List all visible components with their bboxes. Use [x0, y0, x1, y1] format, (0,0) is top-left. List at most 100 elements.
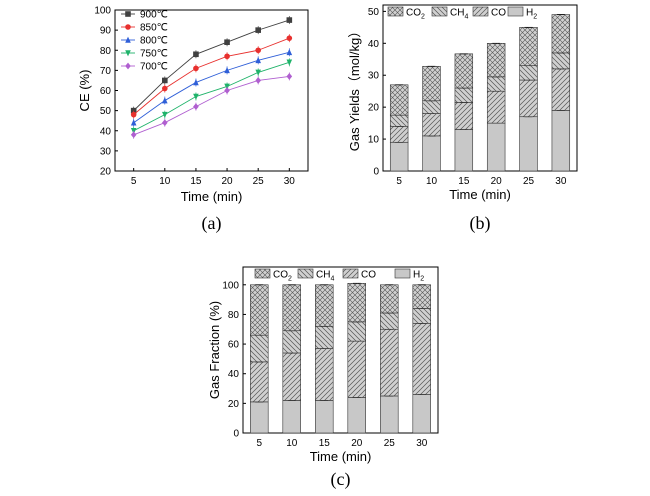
chart-a-ytick-label: 80: [100, 46, 112, 57]
chart-a-ytick-label: 90: [100, 26, 112, 37]
chart-b-xtick-label: 10: [426, 176, 438, 187]
chart-a-point: [286, 48, 293, 56]
chart-b-legend-swatch: [472, 6, 489, 17]
chart-a-series-line: [133, 75, 290, 136]
chart-c-bar-segment: [282, 352, 301, 401]
chart-c-bar-segment: [380, 312, 399, 330]
chart-c-bar-segment: [412, 308, 431, 324]
chart-a-point: [162, 111, 168, 119]
chart-b-legend-label-sub: 4: [464, 14, 468, 21]
chart-c-bar-segment: [250, 361, 269, 403]
chart-c-legend-label-main: CO: [273, 270, 288, 281]
chart-c-legend-swatch: [394, 268, 411, 279]
chart-c-legend-swatch: [297, 268, 314, 279]
chart-a-legend-label: 750℃: [140, 49, 168, 60]
chart-c-ytick-label: 20: [228, 399, 240, 410]
chart-c-bar-segment: [347, 321, 366, 342]
chart-a-point: [286, 17, 293, 23]
chart-a-xtick-label: 30: [284, 176, 296, 187]
chart-a-xtick-label: 10: [159, 176, 171, 187]
chart-a-ytick-label: 30: [100, 146, 112, 157]
chart-a-ytick-label: 100: [94, 6, 111, 17]
chart-b-frame: [382, 4, 578, 172]
chart-c-legend-label: CO2: [273, 270, 292, 283]
chart-a-point: [286, 59, 293, 66]
chart-b-ytick-label: 40: [368, 39, 380, 50]
chart-c-bar-segment: [315, 348, 334, 401]
chart-c-legend-swatch: [342, 268, 359, 279]
chart-a-legend-label: 800℃: [140, 36, 168, 47]
chart-c-bar-segment: [282, 400, 301, 434]
chart-b-bar-segment: [422, 100, 441, 114]
chart-a-point: [162, 77, 168, 84]
chart-a-point: [162, 85, 168, 92]
chart-c-bar-segment: [412, 394, 431, 434]
chart-c-legend-label-sub: 4: [330, 276, 334, 283]
chart-a-xlabel: Time (min): [181, 189, 243, 204]
chart-b-bar-segment: [551, 68, 571, 111]
chart-a-ytick-label: 40: [100, 126, 112, 137]
chart-c-legend-label-sub: 2: [420, 276, 424, 283]
chart-c-bar-segment: [380, 284, 399, 314]
chart-a-ytick-label: 60: [100, 86, 112, 97]
chart-c-bar-segment: [380, 328, 399, 397]
chart-a-series-line: [133, 61, 290, 132]
chart-c-bar-segment: [282, 330, 301, 354]
chart-b-legend-label-main: CO: [491, 8, 506, 19]
chart-a-ylabel: CE (%): [77, 70, 92, 112]
chart-c-bar-segment: [380, 395, 399, 434]
chart-b-legend-label-main: CO: [406, 8, 421, 19]
chart-c-legend-label-sub: 2: [288, 276, 292, 283]
chart-a-point: [255, 47, 261, 54]
chart-a-point: [286, 73, 293, 80]
chart-a-ytick-label: 20: [100, 167, 112, 178]
chart-c-bar-segment: [412, 284, 431, 309]
chart-c-frame: [242, 266, 439, 434]
chart-c-bar-segment: [315, 284, 334, 327]
chart-a-legend-marker: [125, 36, 131, 43]
chart-b-bar-segment: [422, 113, 441, 137]
chart-c-bar-segment: [250, 401, 269, 434]
chart-b-xtick-label: 25: [523, 176, 535, 187]
chart-c-bar-segment: [315, 400, 334, 434]
chart-b-xtick-label: 30: [555, 176, 567, 187]
chart-a-xtick-label: 15: [190, 176, 202, 187]
chart-a-ytick-label: 50: [100, 106, 112, 117]
chart-a-xtick-label: 25: [253, 176, 265, 187]
chart-a-legend-label: 850℃: [140, 23, 168, 34]
chart-a-point: [130, 119, 137, 126]
chart-c-bar-segment: [250, 284, 269, 336]
chart-a-point: [224, 66, 230, 74]
chart-b-ytick-label: 10: [368, 135, 380, 146]
chart-a-point: [193, 51, 199, 58]
chart-a-point: [255, 27, 261, 33]
chart-c-ylabel: Gas Fraction (%): [207, 301, 222, 399]
chart-b-xtick-label: 20: [491, 176, 503, 187]
chart-b-bar-segment: [519, 27, 538, 66]
chart-c-ytick-label: 80: [228, 310, 240, 321]
chart-b-legend-label-main: CH: [450, 8, 464, 19]
chart-a-point: [130, 107, 137, 114]
chart-c: 0 20 40 60 80 100 5 10 15 20 25 30 Time (min) Gas Fra…: [207, 266, 439, 490]
chart-c-legend-label-main: CO: [361, 270, 376, 281]
chart-a-xtick-label: 20: [222, 176, 234, 187]
chart-c-legend-label: CH4: [316, 270, 334, 283]
chart-b-legend-swatch: [431, 6, 448, 17]
chart-a-xtick-label: 5: [131, 176, 137, 187]
chart-b-xtick-label: 15: [458, 176, 470, 187]
chart-c-legend-label: H2: [413, 270, 424, 283]
chart-b-bar-segment: [551, 14, 571, 54]
chart-b-ytick-label: 50: [368, 7, 380, 18]
chart-b-bar-segment: [519, 65, 538, 81]
chart-b-bar-segment: [389, 126, 409, 143]
chart-b-bar-segment: [551, 52, 571, 70]
chart-b-bar-segment: [389, 114, 409, 127]
chart-a-point: [162, 97, 168, 104]
chart-b-ylabel: Gas Yields（mol/kg）: [347, 25, 362, 151]
chart-a-point: [130, 111, 137, 118]
chart-b-bar-segment: [486, 43, 506, 78]
chart-c-bar-segment: [412, 323, 431, 395]
chart-c-ytick-label: 60: [228, 340, 240, 351]
chart-b-bar-segment: [454, 53, 474, 89]
